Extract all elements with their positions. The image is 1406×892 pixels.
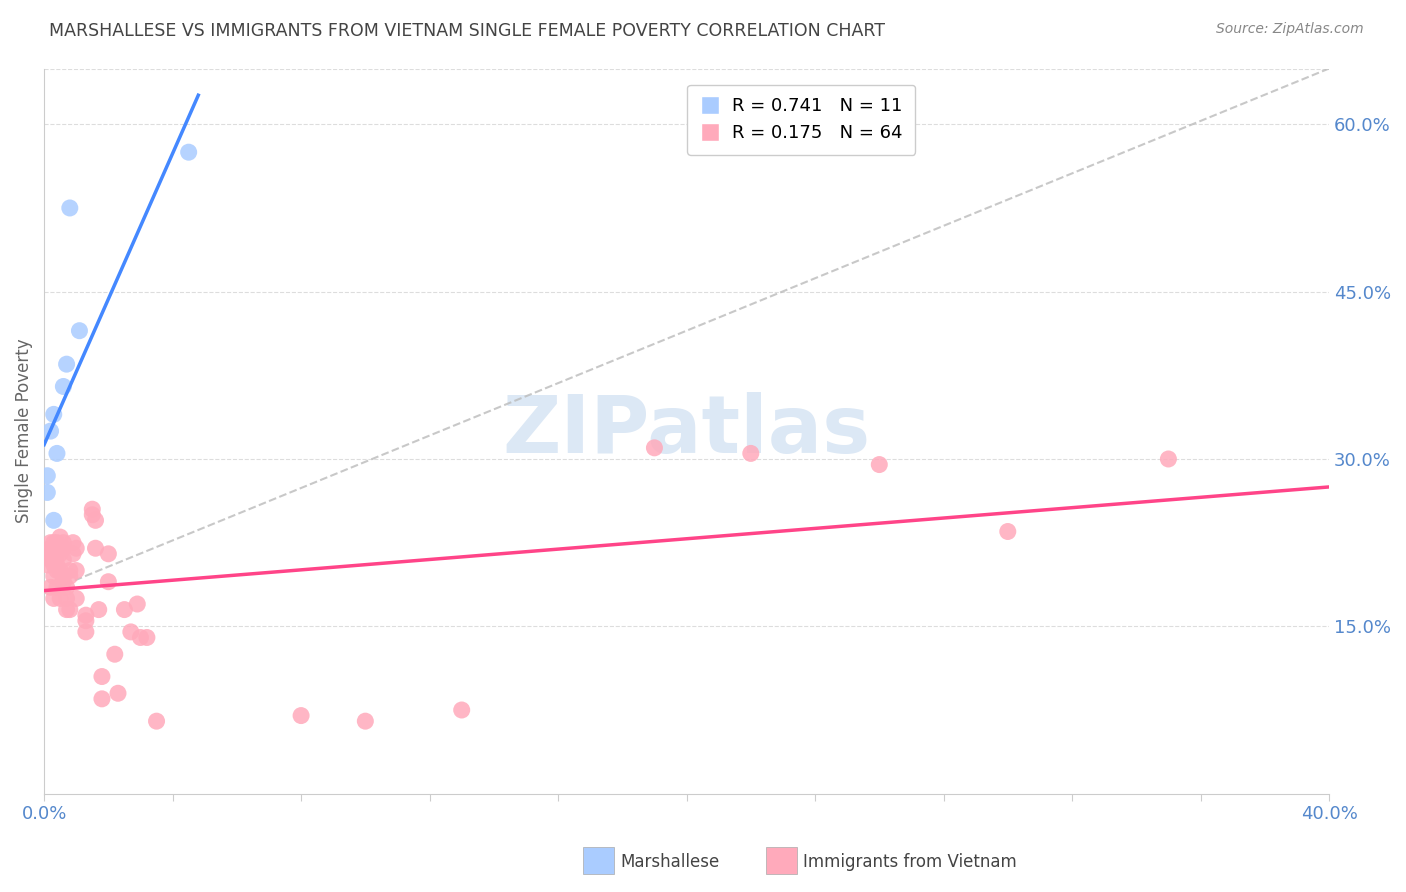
Point — [52, 379, 75, 393]
Point — [65, 564, 87, 578]
Point — [145, 714, 167, 728]
Text: Immigrants from Vietnam: Immigrants from Vietnam — [803, 853, 1017, 871]
Point — [39, 535, 62, 549]
Point — [90, 669, 112, 683]
Point — [42, 569, 65, 583]
Point — [49, 591, 72, 606]
Point — [42, 547, 65, 561]
Point — [49, 564, 72, 578]
Point — [740, 446, 762, 460]
Point — [49, 547, 72, 561]
Point — [107, 686, 129, 700]
Point — [120, 624, 142, 639]
Point — [75, 614, 97, 628]
Point — [62, 547, 84, 561]
Point — [37, 485, 59, 500]
Point — [55, 357, 77, 371]
Point — [135, 631, 157, 645]
Point — [46, 535, 69, 549]
Point — [59, 564, 82, 578]
Point — [997, 524, 1019, 539]
Point — [42, 591, 65, 606]
Point — [75, 624, 97, 639]
Point — [1157, 452, 1180, 467]
Point — [90, 691, 112, 706]
Point — [354, 714, 377, 728]
Point — [46, 547, 69, 561]
Point — [55, 602, 77, 616]
Point — [290, 708, 312, 723]
Point — [97, 574, 120, 589]
Point — [42, 513, 65, 527]
Point — [59, 201, 82, 215]
Point — [177, 145, 200, 160]
Point — [82, 508, 104, 522]
Point — [87, 602, 110, 616]
Point — [868, 458, 890, 472]
Point — [450, 703, 472, 717]
Point — [49, 530, 72, 544]
Point — [42, 558, 65, 572]
Point — [37, 558, 59, 572]
Point — [129, 631, 152, 645]
Point — [52, 541, 75, 556]
Point — [37, 547, 59, 561]
Point — [39, 541, 62, 556]
Point — [42, 408, 65, 422]
Point — [112, 602, 135, 616]
Point — [52, 535, 75, 549]
Point — [46, 446, 69, 460]
Point — [104, 647, 127, 661]
Point — [55, 591, 77, 606]
Text: Source: ZipAtlas.com: Source: ZipAtlas.com — [1216, 22, 1364, 37]
Point — [39, 424, 62, 438]
Point — [75, 608, 97, 623]
Point — [52, 552, 75, 566]
Point — [97, 547, 120, 561]
Point — [84, 541, 107, 556]
Point — [69, 324, 91, 338]
Point — [127, 597, 149, 611]
Point — [39, 580, 62, 594]
Text: Marshallese: Marshallese — [620, 853, 720, 871]
Legend: R = 0.741   N = 11, R = 0.175   N = 64: R = 0.741 N = 11, R = 0.175 N = 64 — [688, 85, 915, 155]
Point — [643, 441, 665, 455]
Point — [39, 552, 62, 566]
Y-axis label: Single Female Poverty: Single Female Poverty — [15, 339, 32, 524]
Point — [82, 502, 104, 516]
Point — [59, 602, 82, 616]
Point — [52, 574, 75, 589]
Text: MARSHALLESE VS IMMIGRANTS FROM VIETNAM SINGLE FEMALE POVERTY CORRELATION CHART: MARSHALLESE VS IMMIGRANTS FROM VIETNAM S… — [49, 22, 886, 40]
Point — [65, 591, 87, 606]
Point — [46, 564, 69, 578]
Point — [59, 569, 82, 583]
Point — [42, 535, 65, 549]
Point — [55, 580, 77, 594]
Point — [46, 558, 69, 572]
Point — [62, 535, 84, 549]
Point — [37, 468, 59, 483]
Point — [52, 569, 75, 583]
Point — [46, 580, 69, 594]
Text: ZIPatlas: ZIPatlas — [502, 392, 870, 470]
Point — [65, 541, 87, 556]
Point — [84, 513, 107, 527]
